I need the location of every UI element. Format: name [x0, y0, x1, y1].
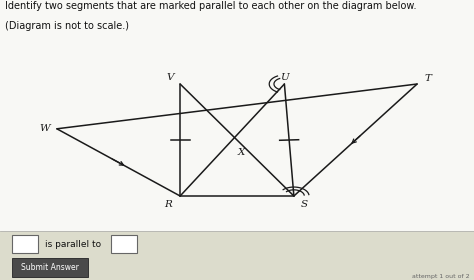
Text: W: W	[40, 124, 50, 133]
Text: Submit Answer: Submit Answer	[21, 263, 79, 272]
Bar	[111, 235, 137, 253]
Bar	[12, 235, 38, 253]
Bar	[12, 258, 88, 277]
Text: is parallel to: is parallel to	[45, 240, 101, 249]
Text: attempt 1 out of 2: attempt 1 out of 2	[411, 274, 469, 279]
Text: (Diagram is not to scale.): (Diagram is not to scale.)	[5, 21, 129, 31]
Bar	[0, 0, 474, 78]
Text: S: S	[301, 200, 308, 209]
Text: R: R	[164, 200, 172, 209]
Text: T: T	[424, 74, 431, 83]
Text: X: X	[238, 148, 246, 157]
Text: V: V	[167, 73, 174, 81]
Bar	[0, 231, 474, 280]
Text: Identify two segments that are marked parallel to each other on the diagram belo: Identify two segments that are marked pa…	[5, 1, 416, 11]
Text: U: U	[280, 73, 289, 81]
